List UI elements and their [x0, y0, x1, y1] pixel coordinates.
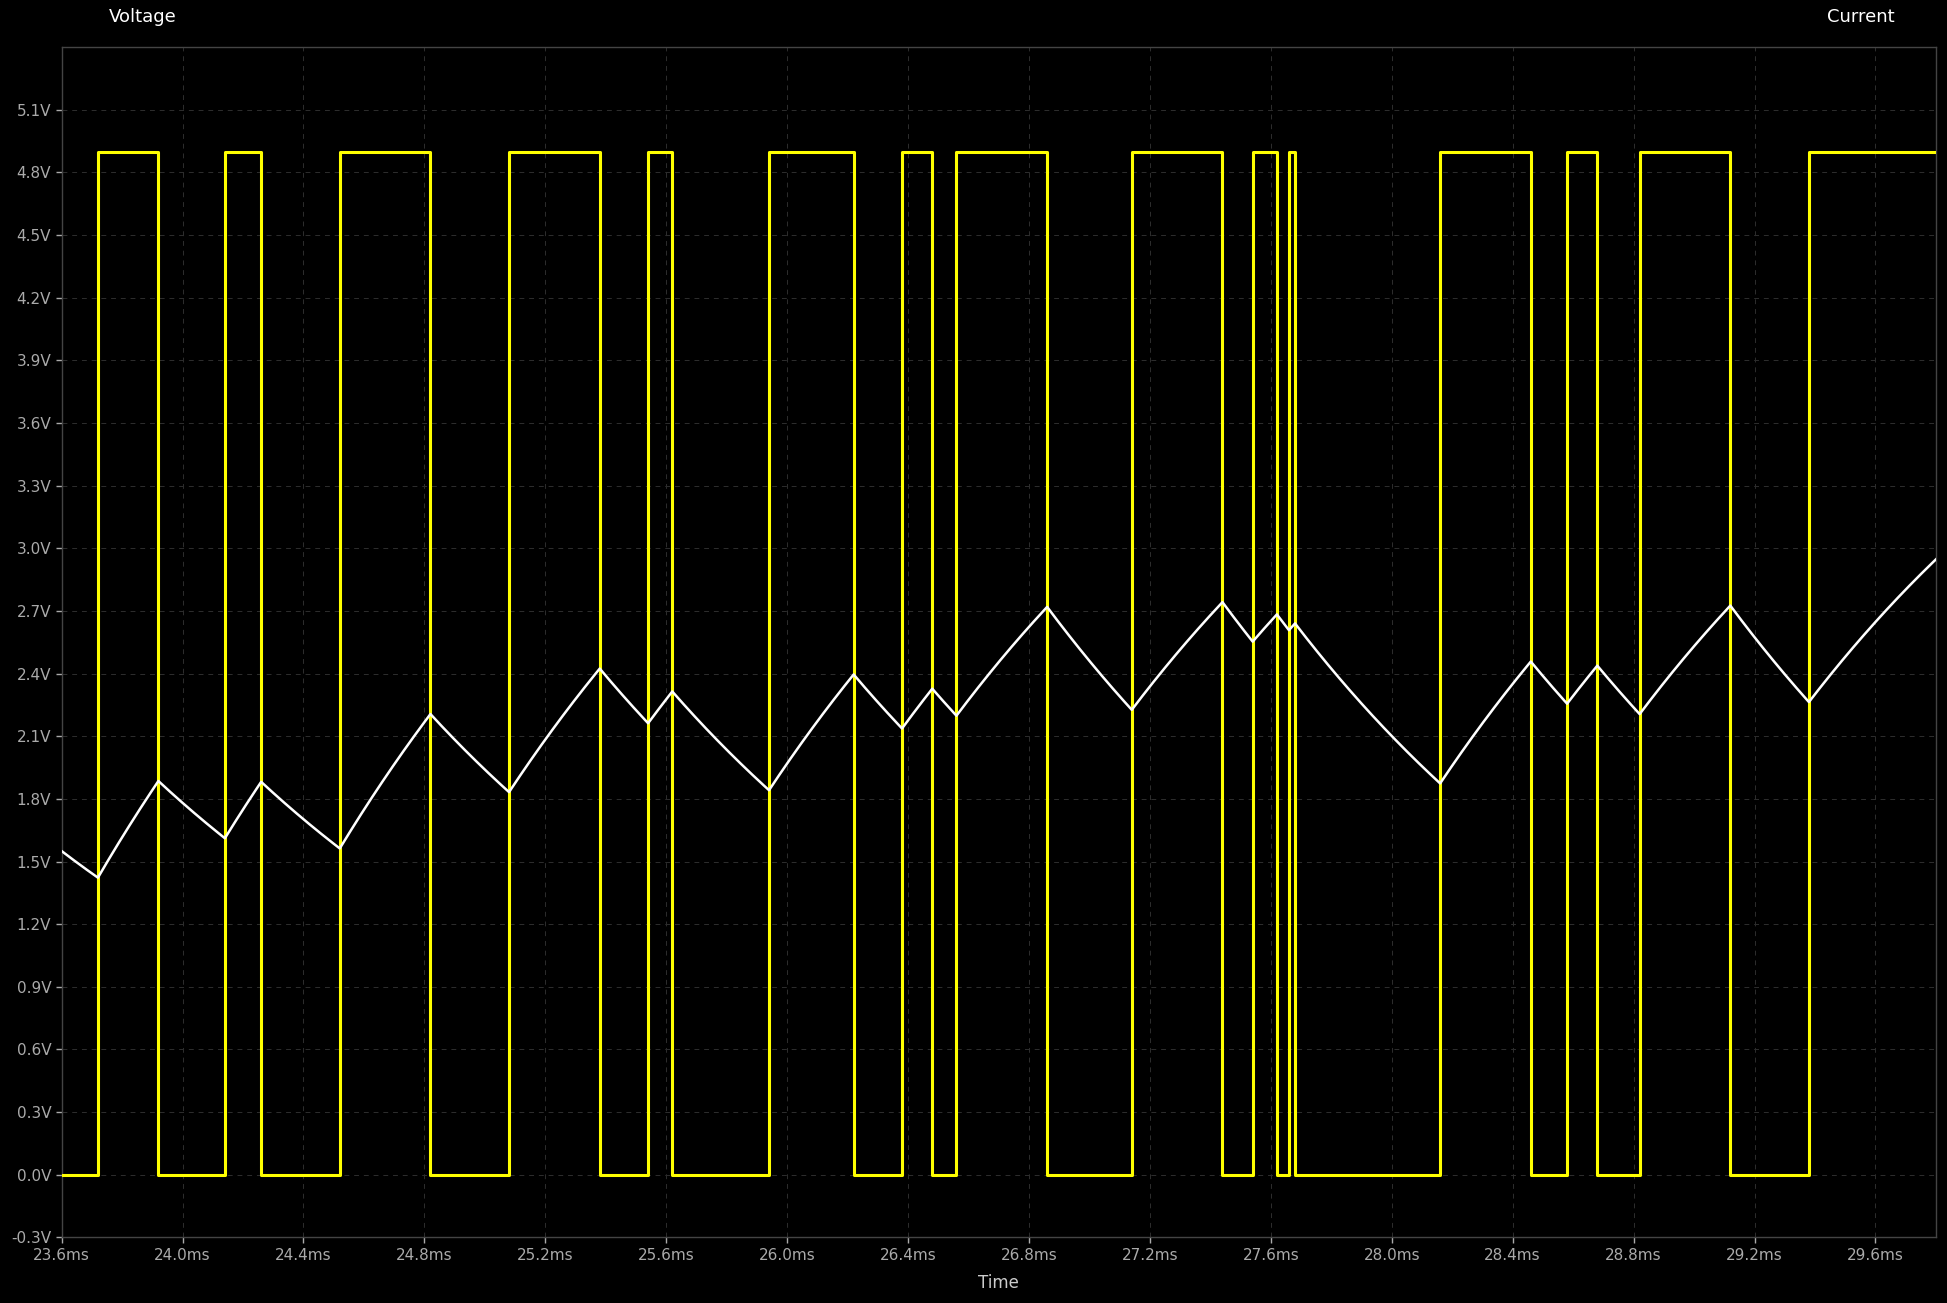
Text: Current: Current [1826, 8, 1894, 26]
X-axis label: Time: Time [977, 1274, 1018, 1291]
Text: Voltage: Voltage [109, 8, 177, 26]
